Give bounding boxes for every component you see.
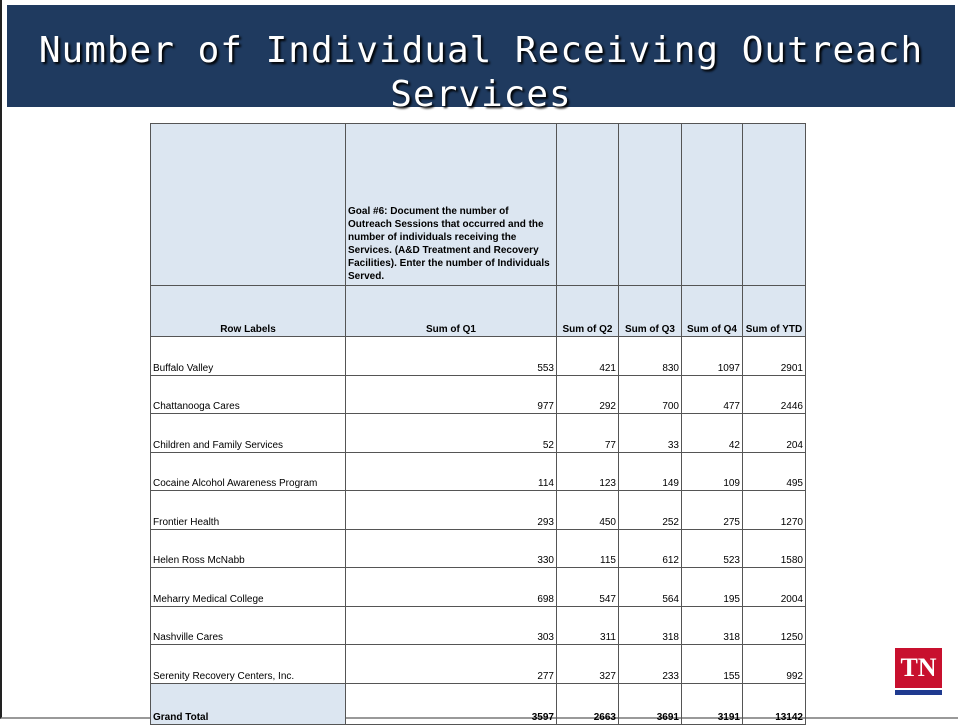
data-row: Cocaine Alcohol Awareness Program 114 123 1…	[150, 451, 806, 491]
value-cell: 311	[556, 605, 619, 645]
value-cell: 123	[556, 451, 619, 491]
value-cell: 149	[618, 451, 682, 491]
header-cell	[150, 123, 346, 286]
value-cell: 1270	[742, 490, 806, 530]
column-header: Row Labels	[150, 285, 346, 337]
value-cell: 155	[681, 644, 743, 684]
value-cell: 277	[345, 644, 557, 684]
row-label: Nashville Cares	[150, 605, 346, 645]
grand-total-row: Grand Total 3597 2663 3691 3191 13142	[150, 682, 806, 725]
value-cell: 2446	[742, 374, 806, 414]
value-cell: 109	[681, 451, 743, 491]
column-header: Sum of YTD	[742, 285, 806, 337]
column-header: Sum of Q3	[618, 285, 682, 337]
pivot-table: Goal #6: Document the number of Outreach…	[150, 123, 806, 725]
value-cell: 33	[618, 413, 682, 453]
value-cell: 195	[681, 567, 743, 607]
value-cell: 450	[556, 490, 619, 530]
title: Number of Individual Receiving Outreach …	[38, 30, 924, 115]
value-cell: 292	[556, 374, 619, 414]
value-cell: 564	[618, 567, 682, 607]
value-cell: 114	[345, 451, 557, 491]
total-cell: 2663	[556, 682, 619, 725]
value-cell: 318	[618, 605, 682, 645]
value-cell: 477	[681, 374, 743, 414]
row-label: Chattanooga Cares	[150, 374, 346, 414]
row-label: Children and Family Services	[150, 413, 346, 453]
row-label: Meharry Medical College	[150, 567, 346, 607]
total-cell: 13142	[742, 682, 806, 725]
row-label: Frontier Health	[150, 490, 346, 530]
value-cell: 330	[345, 528, 557, 568]
column-header: Sum of Q4	[681, 285, 743, 337]
total-cell: 3597	[345, 682, 557, 725]
data-row: Chattanooga Cares 977 292 700 477 2446	[150, 374, 806, 414]
value-cell: 233	[618, 644, 682, 684]
row-label: Serenity Recovery Centers, Inc.	[150, 644, 346, 684]
row-label: Buffalo Valley	[150, 336, 346, 376]
value-cell: 547	[556, 567, 619, 607]
column-header-row: Row Labels Sum of Q1 Sum of Q2 Sum of Q3 Sum…	[150, 285, 806, 337]
value-cell: 1580	[742, 528, 806, 568]
header-cell	[618, 123, 682, 286]
value-cell: 698	[345, 567, 557, 607]
value-cell: 77	[556, 413, 619, 453]
value-cell: 327	[556, 644, 619, 684]
value-cell: 553	[345, 336, 557, 376]
row-label: Helen Ross McNabb	[150, 528, 346, 568]
logo-bar	[895, 690, 942, 695]
value-cell: 700	[618, 374, 682, 414]
header-cell	[681, 123, 743, 286]
value-cell: 523	[681, 528, 743, 568]
value-cell: 612	[618, 528, 682, 568]
value-cell: 52	[345, 413, 557, 453]
value-cell: 830	[618, 336, 682, 376]
value-cell: 252	[618, 490, 682, 530]
value-cell: 1097	[681, 336, 743, 376]
value-cell: 303	[345, 605, 557, 645]
value-cell: 421	[556, 336, 619, 376]
value-cell: 204	[742, 413, 806, 453]
total-cell: 3691	[618, 682, 682, 725]
total-cell: 3191	[681, 682, 743, 725]
data-row: Children and Family Services 52 77 33 42 204	[150, 413, 806, 453]
value-cell: 275	[681, 490, 743, 530]
data-row: Meharry Medical College 698 547 564 195 2004	[150, 567, 806, 607]
value-cell: 115	[556, 528, 619, 568]
value-cell: 2004	[742, 567, 806, 607]
value-cell: 293	[345, 490, 557, 530]
data-row: Serenity Recovery Centers, Inc. 277 327 233…	[150, 644, 806, 684]
data-row: Helen Ross McNabb 330 115 612 523 1580	[150, 528, 806, 568]
goal-header: Goal #6: Document the number of Outreach…	[345, 123, 557, 286]
data-row: Nashville Cares 303 311 318 318 1250	[150, 605, 806, 645]
header-cell	[742, 123, 806, 286]
row-label: Cocaine Alcohol Awareness Program	[150, 451, 346, 491]
column-header: Sum of Q1	[345, 285, 557, 337]
header-cell	[556, 123, 619, 286]
value-cell: 318	[681, 605, 743, 645]
data-row: Frontier Health 293 450 252 275 1270	[150, 490, 806, 530]
value-cell: 1250	[742, 605, 806, 645]
value-cell: 977	[345, 374, 557, 414]
value-cell: 992	[742, 644, 806, 684]
header-row: Goal #6: Document the number of Outreach…	[150, 123, 806, 286]
total-label: Grand Total	[150, 682, 346, 725]
title-banner: Number of Individual Receiving Outreach …	[6, 4, 956, 115]
data-row: Buffalo Valley 553 421 830 1097 2901	[150, 336, 806, 376]
value-cell: 2901	[742, 336, 806, 376]
value-cell: 42	[681, 413, 743, 453]
column-header: Sum of Q2	[556, 285, 619, 337]
tn-logo: TN	[895, 648, 942, 688]
value-cell: 495	[742, 451, 806, 491]
